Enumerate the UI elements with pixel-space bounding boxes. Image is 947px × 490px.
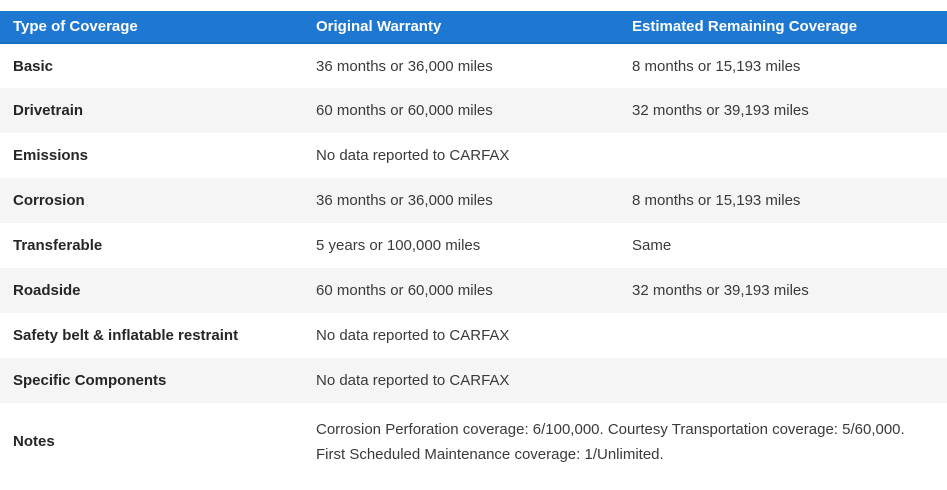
original-warranty-cell: No data reported to CARFAX xyxy=(303,358,619,403)
coverage-type-cell: Notes xyxy=(13,433,55,450)
table-header: Type of Coverage Original Warranty Estim… xyxy=(0,11,947,44)
remaining-coverage-cell: Same xyxy=(632,237,672,254)
header-row: Type of Coverage Original Warranty Estim… xyxy=(0,11,947,44)
header-original-warranty: Original Warranty xyxy=(303,11,619,44)
remaining-coverage-cell xyxy=(619,358,947,403)
remaining-coverage-cell: 8 months or 15,193 miles xyxy=(632,57,801,75)
table-row: Transferable 5 years or 100,000 miles Same xyxy=(0,223,947,268)
original-warranty-cell: 36 months or 36,000 miles xyxy=(316,57,493,75)
coverage-type-cell: Specific Components xyxy=(0,358,303,403)
original-warranty-cell: 60 months or 60,000 miles xyxy=(303,268,619,313)
coverage-type-cell: Drivetrain xyxy=(0,88,303,133)
table-body: Basic 36 months or 36,000 miles 8 months o… xyxy=(0,43,947,480)
remaining-coverage-cell: 32 months or 39,193 miles xyxy=(619,88,947,133)
remaining-coverage-cell: 8 months or 15,193 miles xyxy=(619,178,947,223)
remaining-coverage-cell xyxy=(619,133,947,178)
original-warranty-cell: 5 years or 100,000 miles xyxy=(316,237,481,254)
table-row: Emissions No data reported to CARFAX xyxy=(0,133,947,178)
remaining-coverage-cell: 32 months or 39,193 miles xyxy=(619,268,947,313)
coverage-type-cell: Basic xyxy=(13,57,54,75)
remaining-coverage-cell xyxy=(619,313,947,358)
coverage-type-cell: Emissions xyxy=(13,147,89,164)
warranty-coverage-table: Type of Coverage Original Warranty Estim… xyxy=(0,11,947,480)
original-warranty-cell: No data reported to CARFAX xyxy=(316,327,510,344)
table-row: Notes Corrosion Perforation coverage: 6/1… xyxy=(0,403,947,480)
header-estimated-remaining-coverage: Estimated Remaining Coverage xyxy=(619,11,947,44)
coverage-type-cell: Transferable xyxy=(13,237,103,254)
table-row: Drivetrain 60 months or 60,000 miles 32 mo… xyxy=(0,88,947,133)
header-type-of-coverage: Type of Coverage xyxy=(0,11,303,44)
coverage-type-cell: Safety belt & inflatable restraint xyxy=(13,327,239,344)
original-warranty-cell: No data reported to CARFAX xyxy=(316,147,510,164)
coverage-type-cell: Corrosion xyxy=(0,178,303,223)
original-warranty-cell: 36 months or 36,000 miles xyxy=(303,178,619,223)
table-row: Corrosion 36 months or 36,000 miles 8 mont… xyxy=(0,178,947,223)
table-row: Roadside 60 months or 60,000 miles 32 mont… xyxy=(0,268,947,313)
coverage-type-cell: Roadside xyxy=(0,268,303,313)
table-row: Basic 36 months or 36,000 miles 8 months o… xyxy=(0,43,947,88)
original-warranty-cell: 60 months or 60,000 miles xyxy=(303,88,619,133)
table-row: Safety belt & inflatable restraint No dat… xyxy=(0,313,947,358)
notes-cell: Corrosion Perforation coverage: 6/100,00… xyxy=(316,420,905,463)
table-row: Specific Components No data reported to C… xyxy=(0,358,947,403)
